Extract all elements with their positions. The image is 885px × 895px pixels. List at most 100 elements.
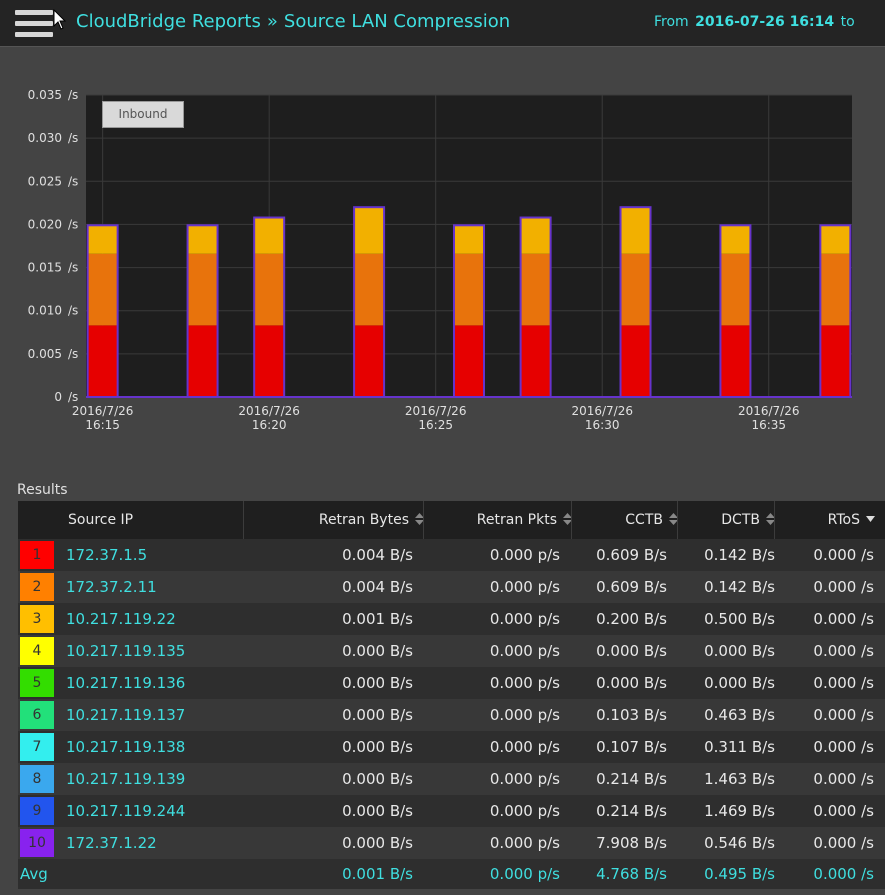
source-ip-link[interactable]: 10.217.119.139 xyxy=(66,770,186,788)
column-source-ip[interactable]: Source IP xyxy=(68,512,134,528)
rtos-cell: 0.000 /s xyxy=(813,738,874,756)
y-tick-label: 0 xyxy=(54,390,62,404)
bar-segment xyxy=(254,253,285,326)
avg-retran-pkts: 0.000 p/s xyxy=(489,865,560,883)
table-row[interactable]: 5 10.217.119.136 0.000 B/s 0.000 p/s 0.000 B… xyxy=(18,667,885,699)
x-tick-date: 2016/7/26 xyxy=(571,404,633,418)
source-ip-link[interactable]: 10.217.119.136 xyxy=(66,674,186,692)
retran-pkts-cell: 0.000 p/s xyxy=(489,770,560,788)
dctb-cell: 1.469 B/s xyxy=(704,802,775,820)
avg-label: Avg xyxy=(20,865,48,883)
source-ip-link[interactable]: 172.37.2.11 xyxy=(66,578,157,596)
rtos-cell: 0.000 /s xyxy=(813,546,874,564)
y-tick-label: 0.025 xyxy=(28,174,62,188)
range-start[interactable]: 2016-07-26 16:14 xyxy=(695,14,835,30)
cctb-cell: 7.908 B/s xyxy=(596,834,667,852)
rank-badge: 1 xyxy=(20,541,54,569)
retran-bytes-cell: 0.000 B/s xyxy=(342,834,413,852)
retran-pkts-cell: 0.000 p/s xyxy=(489,738,560,756)
rtos-cell: 0.000 /s xyxy=(813,802,874,820)
avg-rtos: 0.000 /s xyxy=(813,865,874,883)
column-cctb[interactable]: CCTB xyxy=(571,501,678,539)
table-row[interactable]: 8 10.217.119.139 0.000 B/s 0.000 p/s 0.214 B… xyxy=(18,763,885,795)
source-ip-link[interactable]: 10.217.119.138 xyxy=(66,738,186,756)
bar-segment xyxy=(820,225,851,254)
cctb-cell: 0.214 B/s xyxy=(596,770,667,788)
x-tick-time: 16:35 xyxy=(751,418,786,432)
table-row[interactable]: 4 10.217.119.135 0.000 B/s 0.000 p/s 0.000 B… xyxy=(18,635,885,667)
column-retran-pkts[interactable]: Retran Pkts xyxy=(423,501,572,539)
cctb-cell: 0.103 B/s xyxy=(596,706,667,724)
column-rtos[interactable]: RToS xyxy=(774,501,875,539)
source-ip-link[interactable]: 172.37.1.22 xyxy=(66,834,157,852)
app-name-link[interactable]: CloudBridge Reports xyxy=(76,11,261,32)
rank-badge: 9 xyxy=(20,797,54,825)
cctb-cell: 0.200 B/s xyxy=(596,610,667,628)
cctb-cell: 0.107 B/s xyxy=(596,738,667,756)
rank-badge: 6 xyxy=(20,701,54,729)
cctb-cell: 0.609 B/s xyxy=(596,546,667,564)
table-row[interactable]: 2 172.37.2.11 0.004 B/s 0.000 p/s 0.609 B/s 0… xyxy=(18,571,885,603)
source-ip-link[interactable]: 10.217.119.137 xyxy=(66,706,186,724)
bar-segment xyxy=(454,253,484,326)
retran-bytes-cell: 0.000 B/s xyxy=(342,802,413,820)
bar-segment xyxy=(354,207,385,254)
dctb-cell: 0.142 B/s xyxy=(704,546,775,564)
table-row[interactable]: 9 10.217.119.244 0.000 B/s 0.000 p/s 0.214 B… xyxy=(18,795,885,827)
y-tick-label: 0.015 xyxy=(28,261,62,275)
retran-pkts-cell: 0.000 p/s xyxy=(489,802,560,820)
table-row[interactable]: 3 10.217.119.22 0.001 B/s 0.000 p/s 0.200 B/… xyxy=(18,603,885,635)
source-ip-link[interactable]: 10.217.119.135 xyxy=(66,642,186,660)
x-tick-time: 16:30 xyxy=(585,418,620,432)
bar-segment xyxy=(87,225,118,254)
rtos-cell: 0.000 /s xyxy=(813,674,874,692)
bar-segment xyxy=(520,253,551,326)
column-retran-bytes[interactable]: Retran Bytes xyxy=(243,501,424,539)
y-tick-unit: /s xyxy=(68,174,78,188)
x-tick-time: 16:15 xyxy=(85,418,120,432)
column-dctb[interactable]: DCTB xyxy=(677,501,775,539)
table-body: 1 172.37.1.5 0.004 B/s 0.000 p/s 0.609 B/s 0.… xyxy=(18,539,885,859)
retran-bytes-cell: 0.004 B/s xyxy=(342,546,413,564)
cctb-cell: 0.214 B/s xyxy=(596,802,667,820)
rank-badge: 10 xyxy=(20,829,54,857)
y-tick-unit: /s xyxy=(68,217,78,231)
rtos-cell: 0.000 /s xyxy=(813,706,874,724)
sort-both-icon xyxy=(415,513,424,525)
x-tick-date: 2016/7/26 xyxy=(405,404,467,418)
retran-bytes-cell: 0.000 B/s xyxy=(342,642,413,660)
x-tick-date: 2016/7/26 xyxy=(72,404,134,418)
chart-panel: 0.035/s 0.030/s 0.025/s 0.020/s 0.015/s 0.010… xyxy=(0,47,885,475)
dctb-cell: 1.463 B/s xyxy=(704,770,775,788)
range-prefix: From xyxy=(654,14,689,30)
table-row[interactable]: 10 172.37.1.22 0.000 B/s 0.000 p/s 7.908 B/s… xyxy=(18,827,885,859)
table-row[interactable]: 6 10.217.119.137 0.000 B/s 0.000 p/s 0.103 B… xyxy=(18,699,885,731)
retran-pkts-cell: 0.000 p/s xyxy=(489,674,560,692)
y-tick-label: 0.030 xyxy=(28,131,62,145)
dctb-cell: 0.142 B/s xyxy=(704,578,775,596)
rtos-cell: 0.000 /s xyxy=(813,610,874,628)
inbound-legend-button[interactable]: Inbound xyxy=(102,101,184,128)
table-row[interactable]: 7 10.217.119.138 0.000 B/s 0.000 p/s 0.107 B… xyxy=(18,731,885,763)
average-row: Avg 0.001 B/s 0.000 p/s 4.768 B/s 0.495 … xyxy=(18,859,885,889)
retran-pkts-cell: 0.000 p/s xyxy=(489,546,560,564)
source-ip-link[interactable]: 10.217.119.22 xyxy=(66,610,176,628)
page-title: CloudBridge Reports» Source LAN Compressi… xyxy=(76,11,510,32)
bar-segment xyxy=(454,325,484,397)
bar-segment xyxy=(187,325,218,397)
x-tick-time: 16:25 xyxy=(418,418,453,432)
source-ip-link[interactable]: 10.217.119.244 xyxy=(66,802,186,820)
menu-icon[interactable] xyxy=(15,8,57,38)
table-row[interactable]: 1 172.37.1.5 0.004 B/s 0.000 p/s 0.609 B/s 0.… xyxy=(18,539,885,571)
cctb-cell: 0.000 B/s xyxy=(596,674,667,692)
bar-segment xyxy=(620,207,651,254)
retran-bytes-cell: 0.001 B/s xyxy=(342,610,413,628)
dctb-cell: 0.500 B/s xyxy=(704,610,775,628)
dctb-cell: 0.000 B/s xyxy=(704,674,775,692)
bar-segment xyxy=(187,253,218,326)
y-tick-label: 0.020 xyxy=(28,217,62,231)
bar-segment xyxy=(720,253,751,326)
bar-segment xyxy=(820,253,851,326)
rtos-cell: 0.000 /s xyxy=(813,834,874,852)
source-ip-link[interactable]: 172.37.1.5 xyxy=(66,546,148,564)
